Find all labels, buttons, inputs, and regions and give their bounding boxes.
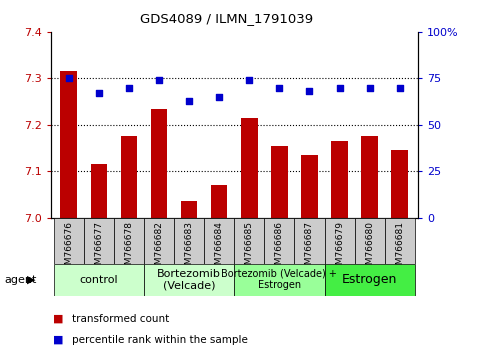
Bar [181, 201, 198, 218]
Text: agent: agent [5, 275, 37, 285]
Bar [355, 218, 384, 264]
Text: GSM766686: GSM766686 [275, 221, 284, 276]
Text: Bortezomib
(Velcade): Bortezomib (Velcade) [157, 269, 221, 291]
Bar [91, 164, 107, 218]
Bar [361, 136, 378, 218]
Bar [271, 146, 288, 218]
Bar [234, 264, 325, 296]
Text: GSM766680: GSM766680 [365, 221, 374, 276]
Bar [144, 218, 174, 264]
Text: GSM766687: GSM766687 [305, 221, 314, 276]
Bar [325, 264, 415, 296]
Bar [174, 218, 204, 264]
Point [185, 98, 193, 103]
Text: GDS4089 / ILMN_1791039: GDS4089 / ILMN_1791039 [141, 12, 313, 25]
Text: control: control [80, 275, 118, 285]
Point [125, 85, 133, 91]
Text: GSM766679: GSM766679 [335, 221, 344, 276]
Point [95, 90, 103, 96]
Bar [54, 264, 144, 296]
Text: percentile rank within the sample: percentile rank within the sample [72, 335, 248, 345]
Bar [121, 136, 137, 218]
Point [245, 78, 253, 83]
Bar [325, 218, 355, 264]
Text: GSM766683: GSM766683 [185, 221, 194, 276]
Point [366, 85, 373, 91]
Text: GSM766684: GSM766684 [215, 221, 224, 276]
Text: Bortezomib (Velcade) +
Estrogen: Bortezomib (Velcade) + Estrogen [221, 269, 337, 291]
Text: transformed count: transformed count [72, 314, 170, 324]
Bar [204, 218, 234, 264]
Text: GSM766685: GSM766685 [245, 221, 254, 276]
Point [155, 78, 163, 83]
Bar [301, 155, 318, 218]
Point [306, 88, 313, 94]
Text: ■: ■ [53, 335, 67, 345]
Bar [114, 218, 144, 264]
Bar [234, 218, 264, 264]
Bar [84, 218, 114, 264]
Text: ▶: ▶ [27, 275, 36, 285]
Point [275, 85, 283, 91]
Text: Estrogen: Estrogen [342, 273, 398, 286]
Text: GSM766676: GSM766676 [64, 221, 73, 276]
Text: GSM766682: GSM766682 [155, 221, 164, 276]
Point [215, 94, 223, 100]
Text: GSM766678: GSM766678 [125, 221, 133, 276]
Bar [241, 118, 257, 218]
Bar [54, 218, 84, 264]
Text: ■: ■ [53, 314, 67, 324]
Bar [331, 141, 348, 218]
Point [65, 75, 72, 81]
Bar [60, 72, 77, 218]
Bar [144, 264, 234, 296]
Text: GSM766677: GSM766677 [94, 221, 103, 276]
Bar [264, 218, 295, 264]
Text: GSM766681: GSM766681 [395, 221, 404, 276]
Bar [391, 150, 408, 218]
Bar [295, 218, 325, 264]
Bar [211, 185, 227, 218]
Point [336, 85, 343, 91]
Bar [384, 218, 415, 264]
Bar [151, 109, 167, 218]
Point [396, 85, 404, 91]
